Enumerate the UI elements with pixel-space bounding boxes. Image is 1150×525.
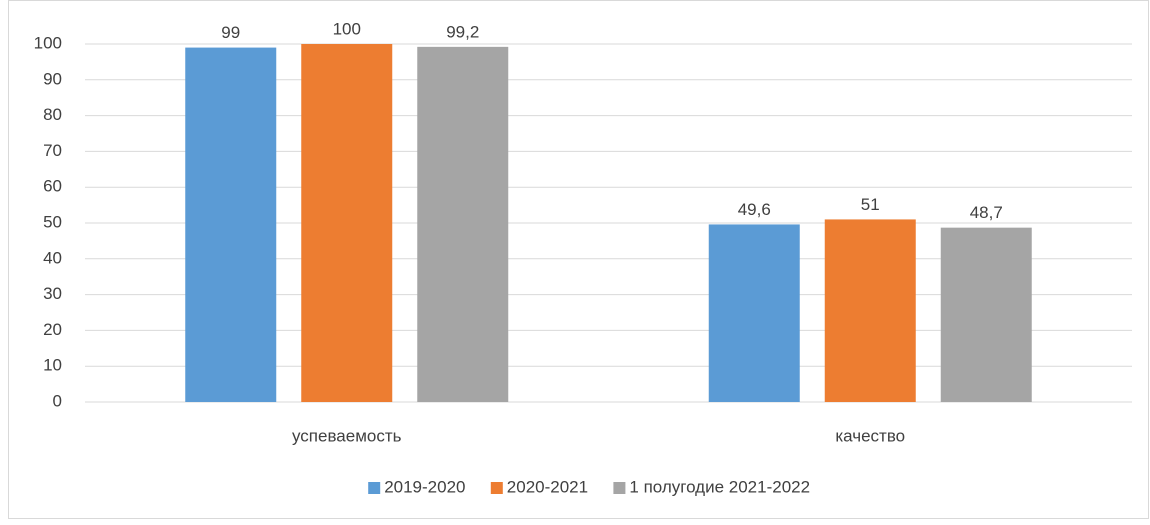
y-tick-label: 20 [43, 320, 62, 339]
legend-label: 2019-2020 [384, 477, 465, 496]
y-tick-label: 60 [43, 177, 62, 196]
value-label: 49,6 [738, 200, 771, 219]
legend-swatch [368, 482, 381, 494]
y-tick-label: 70 [43, 141, 62, 160]
legend-swatch [613, 482, 626, 494]
bar [708, 224, 800, 402]
y-tick-label: 30 [43, 284, 62, 303]
y-tick-label: 10 [43, 356, 62, 375]
legend-label: 2020-2021 [507, 477, 588, 496]
value-label: 99 [221, 23, 240, 42]
y-tick-label: 50 [43, 212, 62, 231]
bar [301, 44, 393, 402]
bar [940, 227, 1032, 402]
y-tick-label: 90 [43, 69, 62, 88]
y-tick-label: 0 [53, 391, 62, 410]
y-tick-label: 80 [43, 105, 62, 124]
bar [417, 46, 509, 402]
value-label: 99,2 [446, 22, 479, 41]
value-label: 48,7 [970, 203, 1003, 222]
value-label: 51 [861, 195, 880, 214]
bar [185, 47, 277, 403]
x-tick-label: успеваемость [292, 426, 402, 445]
bar [824, 219, 916, 402]
y-tick-label: 40 [43, 248, 62, 267]
x-tick-label: качество [835, 426, 905, 445]
legend-swatch [490, 482, 503, 494]
y-tick-label: 100 [34, 33, 62, 52]
value-label: 100 [333, 19, 361, 38]
legend-label: 1 полугодие 2021-2022 [629, 477, 810, 496]
